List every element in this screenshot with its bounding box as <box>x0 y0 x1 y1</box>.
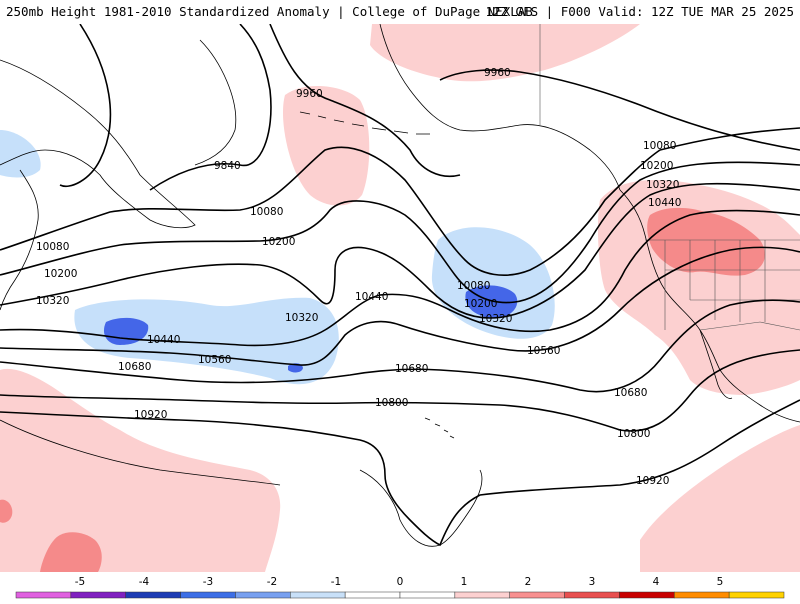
contour-label: 10680 <box>614 387 647 399</box>
contour-label: 10200 <box>464 298 497 310</box>
positive-anomaly-australia-core <box>40 532 102 572</box>
positive-anomaly-west-coast-core <box>647 207 765 276</box>
colorbar-swatch <box>509 591 565 599</box>
contour-label: 10440 <box>648 197 681 209</box>
contour-10560 <box>0 246 800 366</box>
contour-label: 10200 <box>262 236 295 248</box>
baja-peninsula <box>699 329 733 399</box>
colorbar-swatch <box>235 591 291 599</box>
contour-label: 10320 <box>285 312 318 324</box>
colorbar-tick-label: -2 <box>267 576 277 588</box>
colorbar-swatch <box>180 591 236 599</box>
hawaii-islands <box>424 417 455 439</box>
map-svg: 9960 9960 9840 10080 10080 10080 10080 1… <box>0 23 800 572</box>
colorbar-svg: -5 -4 -3 -2 -1 0 1 2 3 4 5 <box>15 576 785 599</box>
contour-10920 <box>0 399 800 547</box>
coastlines <box>0 23 800 547</box>
contour-label: 10080 <box>36 241 69 253</box>
colorbar-tick-label: -3 <box>203 576 213 588</box>
contour-label: 9960 <box>296 88 323 100</box>
colorbar-swatch <box>728 591 785 599</box>
contour-10080-north <box>0 127 800 276</box>
australia-coast <box>359 469 483 547</box>
colorbar-swatch <box>564 591 620 599</box>
colorbar-swatch <box>15 591 72 599</box>
contour-10440 <box>0 209 800 347</box>
contour-label: 10200 <box>640 160 673 172</box>
contour-label: 10440 <box>147 334 180 346</box>
contour-label: 10080 <box>457 280 490 292</box>
contour-10200 <box>0 161 800 304</box>
colorbar-tick-label: -4 <box>139 576 150 588</box>
positive-anomaly-sw-edge <box>0 499 13 523</box>
colorbar-tick-label: 0 <box>397 576 404 588</box>
contour-label: 9960 <box>484 67 511 79</box>
colorbar-tick-label: -1 <box>331 576 341 588</box>
aleutian-chain <box>299 111 430 135</box>
contour-label: 10800 <box>617 428 650 440</box>
header-bar: 250mb Height 1981-2010 Standardized Anom… <box>0 0 800 24</box>
anomaly-shading <box>0 24 800 572</box>
positive-anomaly-aleutian <box>282 85 370 206</box>
negative-anomaly-core-2 <box>465 285 518 318</box>
contour-label: 10560 <box>527 345 560 357</box>
colorbar-swatch <box>70 591 126 599</box>
alaska-coast <box>379 23 621 191</box>
contour-label: 10800 <box>375 397 408 409</box>
asia-coast <box>0 59 196 229</box>
negative-anomaly-core-1 <box>103 317 149 345</box>
colorbar-tick-label: 4 <box>653 576 660 588</box>
map-title: 250mb Height 1981-2010 Standardized Anom… <box>6 4 533 19</box>
contour-label: 10680 <box>118 361 151 373</box>
contour-9840 <box>59 23 272 191</box>
contour-10800 <box>0 349 800 432</box>
colorbar-tick-label: 2 <box>525 576 532 588</box>
colorbar-tick-label: 5 <box>717 576 724 588</box>
contour-label: 10320 <box>646 179 679 191</box>
contour-label: 9840 <box>214 160 241 172</box>
colorbar-swatch <box>290 591 346 599</box>
model-valid-time: 12Z GFS | F000 Valid: 12Z TUE MAR 25 202… <box>485 4 794 19</box>
contour-9960-east <box>439 69 800 151</box>
colorbar-tick-label: -5 <box>75 576 85 588</box>
contour-9960-west <box>269 23 461 177</box>
positive-anomaly-southeast <box>640 425 800 572</box>
contour-label: 10080 <box>643 140 676 152</box>
colorbar-swatch <box>399 591 456 599</box>
colorbar-tick-labels: -5 -4 -3 -2 -1 0 1 2 3 4 5 <box>75 576 724 588</box>
negative-anomaly-west <box>0 130 41 178</box>
anomaly-colorbar: -5 -4 -3 -2 -1 0 1 2 3 4 5 <box>0 572 800 600</box>
height-contours <box>0 23 800 547</box>
new-guinea-coast <box>0 419 281 486</box>
kamchatka-coast <box>194 39 237 166</box>
positive-anomaly-southwest <box>0 368 281 572</box>
colorbar-tick-label: 3 <box>589 576 596 588</box>
map-panel[interactable]: 9960 9960 9840 10080 10080 10080 10080 1… <box>0 23 800 572</box>
contour-label: 10560 <box>198 354 231 366</box>
contour-10680 <box>0 299 800 393</box>
contour-10320 <box>0 182 800 319</box>
contour-label: 10200 <box>44 268 77 280</box>
contour-label: 10920 <box>636 475 669 487</box>
us-state-lines <box>664 240 800 330</box>
contour-label: 10680 <box>395 363 428 375</box>
contour-labels: 9960 9960 9840 10080 10080 10080 10080 1… <box>36 67 681 487</box>
contour-label: 10920 <box>134 409 167 421</box>
colorbar-swatch <box>619 591 675 599</box>
colorbar-swatch <box>344 591 401 599</box>
colorbar-tick-label: 1 <box>461 576 468 588</box>
us-mexico-border <box>699 321 800 331</box>
contour-label: 10080 <box>250 206 283 218</box>
japan-coast <box>0 169 39 311</box>
contour-label: 10440 <box>355 291 388 303</box>
colorbar-swatch <box>674 591 730 599</box>
colorbar-swatch <box>125 591 181 599</box>
colorbar-swatch <box>454 591 510 599</box>
contour-label: 10320 <box>36 295 69 307</box>
colorbar-swatches <box>15 591 785 599</box>
positive-anomaly-bering <box>370 24 640 82</box>
contour-label: 10320 <box>479 313 512 325</box>
